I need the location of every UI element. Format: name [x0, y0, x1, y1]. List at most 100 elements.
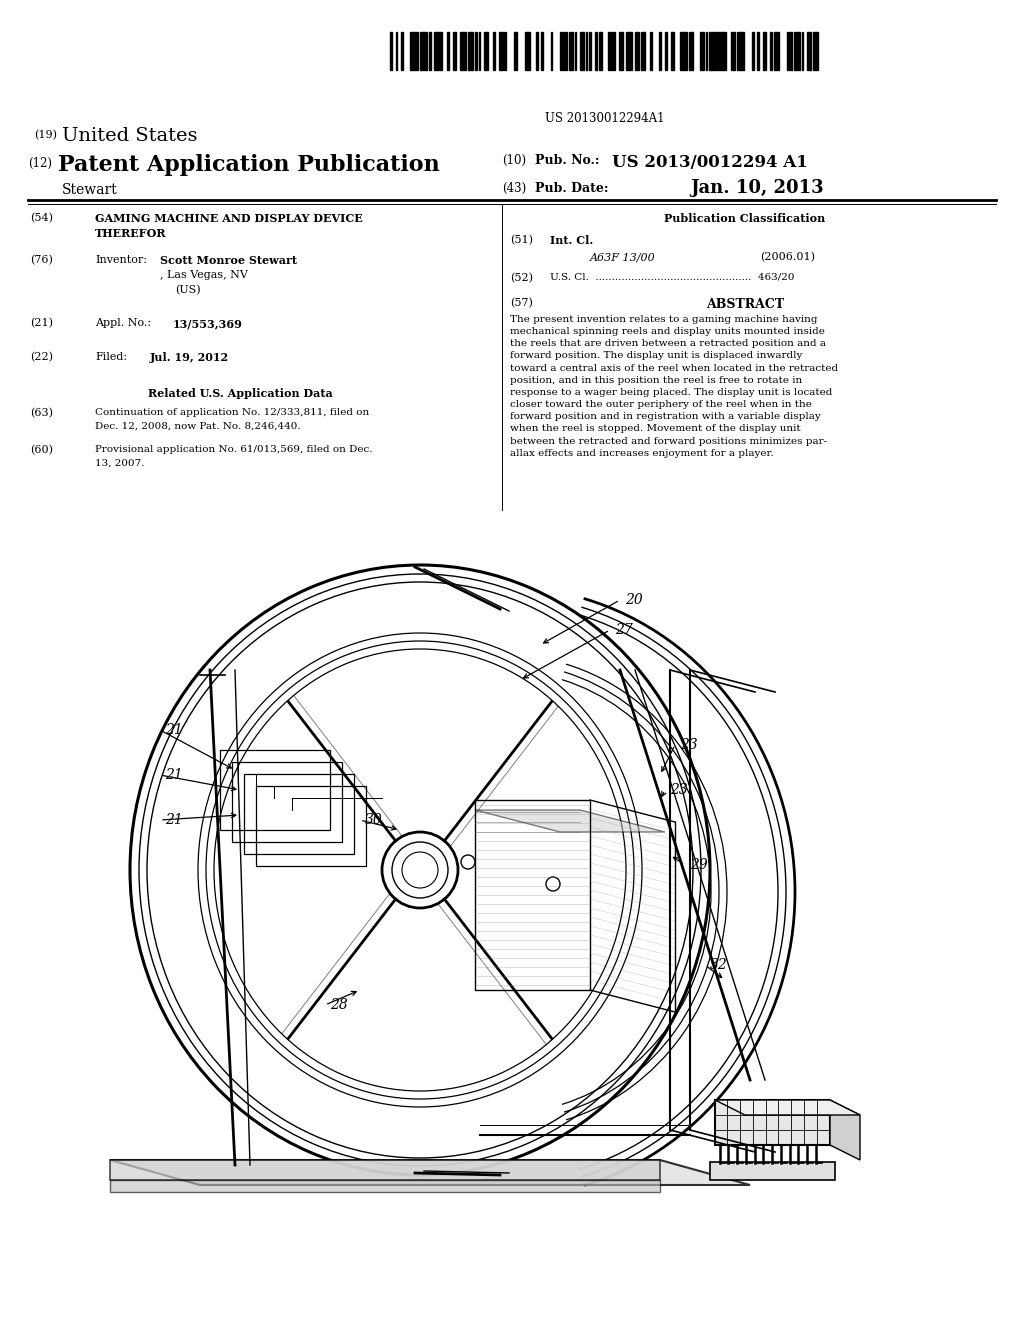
Bar: [420, 32, 427, 70]
Text: US 20130012294A1: US 20130012294A1: [545, 112, 665, 125]
Bar: [586, 32, 588, 70]
Bar: [220, 750, 330, 830]
Bar: [244, 774, 354, 854]
Text: 28: 28: [330, 998, 348, 1012]
Bar: [599, 32, 602, 70]
Bar: [524, 32, 530, 70]
Bar: [737, 32, 744, 70]
Text: (21): (21): [30, 318, 53, 329]
Bar: [715, 1100, 830, 1144]
Polygon shape: [475, 810, 665, 832]
Bar: [627, 32, 632, 70]
Text: 23: 23: [680, 738, 697, 752]
Bar: [395, 32, 397, 70]
Text: 20: 20: [625, 593, 643, 607]
Bar: [636, 32, 639, 70]
Text: Jan. 10, 2013: Jan. 10, 2013: [690, 180, 823, 197]
Bar: [514, 32, 517, 70]
Bar: [795, 32, 800, 70]
Text: Filed:: Filed:: [95, 352, 127, 362]
Text: (63): (63): [30, 408, 53, 418]
Text: 21: 21: [165, 723, 182, 737]
Bar: [700, 32, 703, 70]
Bar: [710, 32, 717, 70]
Text: 21: 21: [165, 768, 182, 781]
Text: (10): (10): [502, 154, 526, 168]
Bar: [719, 32, 726, 70]
Bar: [569, 32, 572, 70]
Text: (76): (76): [30, 255, 53, 265]
Bar: [429, 32, 431, 70]
Text: Patent Application Publication: Patent Application Publication: [58, 154, 439, 176]
Text: A63F 13/00: A63F 13/00: [590, 252, 655, 261]
Text: Publication Classification: Publication Classification: [665, 213, 825, 224]
Bar: [468, 32, 473, 70]
Text: The present invention relates to a gaming machine having
mechanical spinning ree: The present invention relates to a gamin…: [510, 315, 838, 458]
Text: 23: 23: [670, 783, 688, 797]
Text: Pub. Date:: Pub. Date:: [535, 182, 608, 195]
Text: 27: 27: [615, 623, 633, 638]
Bar: [232, 762, 342, 842]
Text: U.S. Cl.  ................................................  463/20: U.S. Cl. ...............................…: [550, 273, 795, 282]
Bar: [574, 32, 577, 70]
Text: (12): (12): [28, 157, 52, 170]
Text: 32: 32: [710, 958, 728, 972]
Bar: [731, 32, 735, 70]
Bar: [680, 32, 687, 70]
Bar: [774, 32, 779, 70]
Text: (52): (52): [510, 273, 534, 284]
Bar: [659, 32, 662, 70]
Text: Appl. No.:: Appl. No.:: [95, 318, 152, 327]
Bar: [813, 32, 818, 70]
Text: Provisional application No. 61/013,569, filed on Dec.: Provisional application No. 61/013,569, …: [95, 445, 373, 454]
Bar: [791, 32, 793, 70]
Text: Scott Monroe Stewart: Scott Monroe Stewart: [160, 255, 297, 267]
Text: (2006.01): (2006.01): [760, 252, 815, 263]
Text: 30: 30: [365, 813, 383, 828]
Text: (19): (19): [34, 129, 57, 140]
Bar: [802, 32, 804, 70]
Text: 21: 21: [165, 813, 182, 828]
Text: 13/553,369: 13/553,369: [173, 318, 243, 329]
Bar: [763, 32, 767, 70]
Text: (US): (US): [175, 285, 201, 296]
Text: 13, 2007.: 13, 2007.: [95, 459, 144, 469]
Polygon shape: [110, 1180, 660, 1192]
Text: GAMING MACHINE AND DISPLAY DEVICE: GAMING MACHINE AND DISPLAY DEVICE: [95, 213, 362, 224]
Bar: [641, 32, 645, 70]
Text: Inventor:: Inventor:: [95, 255, 147, 265]
Text: Related U.S. Application Data: Related U.S. Application Data: [147, 388, 333, 399]
Bar: [770, 32, 772, 70]
Text: Pub. No.:: Pub. No.:: [535, 154, 599, 168]
Bar: [542, 32, 543, 70]
Bar: [618, 32, 623, 70]
Bar: [475, 800, 590, 990]
Bar: [560, 32, 561, 70]
Text: , Las Vegas, NV: , Las Vegas, NV: [160, 271, 248, 280]
Text: (22): (22): [30, 352, 53, 362]
Bar: [689, 32, 692, 70]
Bar: [475, 32, 477, 70]
Text: Dec. 12, 2008, now Pat. No. 8,246,440.: Dec. 12, 2008, now Pat. No. 8,246,440.: [95, 422, 301, 432]
Bar: [505, 32, 506, 70]
Bar: [411, 32, 418, 70]
Text: (43): (43): [502, 182, 526, 195]
Text: Stewart: Stewart: [62, 183, 118, 197]
Bar: [752, 32, 754, 70]
Text: (51): (51): [510, 235, 534, 246]
Bar: [401, 32, 402, 70]
Text: Int. Cl.: Int. Cl.: [550, 235, 593, 246]
Bar: [758, 32, 759, 70]
Bar: [595, 32, 597, 70]
Bar: [786, 32, 788, 70]
Bar: [453, 32, 457, 70]
Bar: [611, 32, 615, 70]
Text: Jul. 19, 2012: Jul. 19, 2012: [150, 352, 229, 363]
Bar: [608, 32, 609, 70]
Text: 29: 29: [690, 858, 708, 873]
Bar: [563, 32, 567, 70]
Polygon shape: [715, 1100, 860, 1115]
Bar: [536, 32, 538, 70]
Text: ABSTRACT: ABSTRACT: [706, 298, 784, 312]
Bar: [434, 32, 441, 70]
